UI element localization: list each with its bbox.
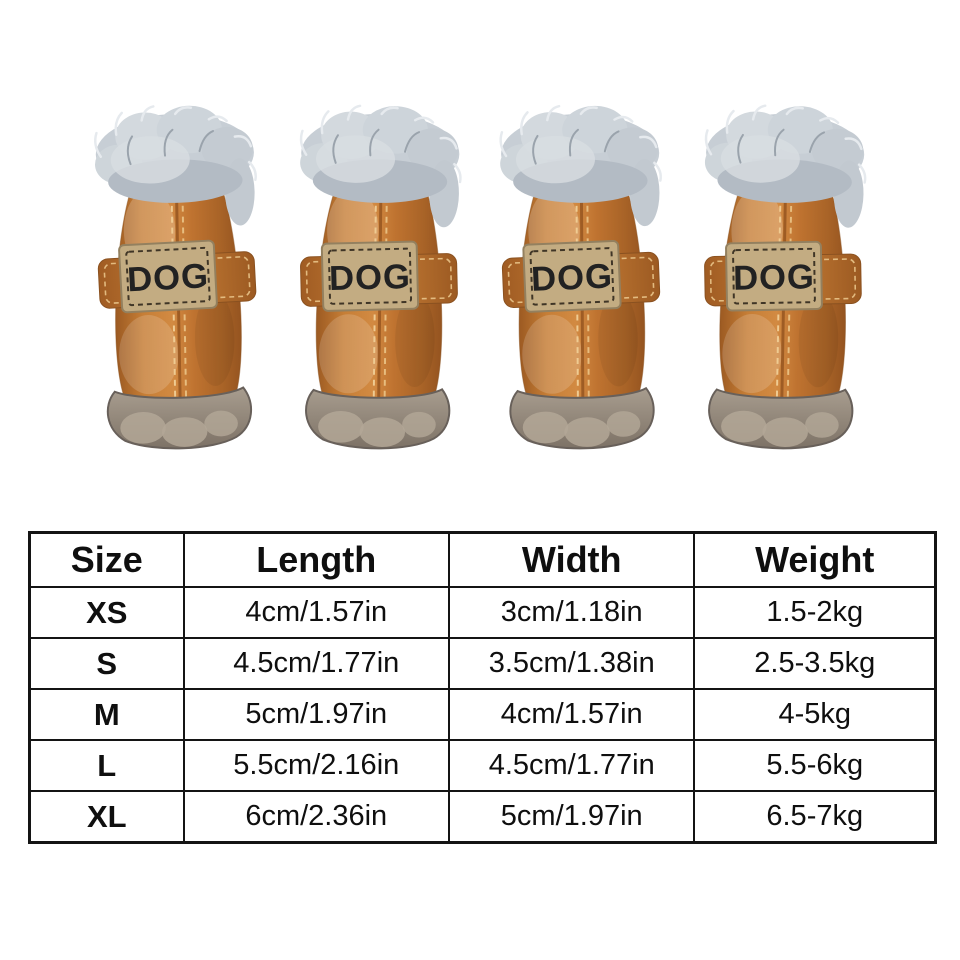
cell-m-length: 5cm/1.97in (182, 688, 450, 741)
cell-xs-size: XS (28, 586, 185, 639)
cell-xl-length: 6cm/2.36in (182, 790, 450, 844)
cell-l-weight: 5.5-6kg (693, 739, 937, 792)
fur-tufts (299, 104, 462, 184)
cell-xs-length: 4cm/1.57in (182, 586, 450, 639)
fur-shadow-tufts (737, 128, 826, 164)
cell-s-length: 4.5cm/1.77in (182, 637, 450, 690)
boot-sole (106, 386, 252, 450)
cell-s-width: 3.5cm/1.38in (447, 637, 696, 690)
cell-m-weight: 4-5kg (693, 688, 937, 741)
boot-strap: DOG (501, 240, 661, 313)
cell-s-weight: 2.5-3.5kg (693, 637, 937, 690)
table-row-m: M 5cm/1.97in 4cm/1.57in 4-5kg (28, 688, 937, 741)
fur-shadow-tufts (532, 128, 620, 165)
dog-patch: DOG (118, 239, 218, 314)
cell-l-size: L (28, 739, 185, 792)
cell-l-width: 4.5cm/1.77in (447, 739, 696, 792)
fur-tufts (704, 104, 867, 184)
cell-m-size: M (28, 688, 185, 741)
boot-fur (499, 104, 662, 227)
boot-fur (704, 104, 867, 228)
cell-m-width: 4cm/1.57in (447, 688, 696, 741)
dog-boot-1: DOG (94, 105, 257, 450)
fur-tufts (499, 104, 662, 182)
dog-label: DOG (329, 258, 412, 298)
cell-l-length: 5.5cm/2.16in (182, 739, 450, 792)
fur-shadow-tufts (332, 128, 421, 164)
table-row-xl: XL 6cm/2.36in 5cm/1.97in 6.5-7kg (28, 790, 937, 844)
dog-boot-2: DOG (299, 104, 462, 450)
cell-xl-size: XL (28, 790, 185, 844)
boot-strap: DOG (300, 240, 458, 312)
dog-patch: DOG (320, 240, 420, 312)
size-chart-table: Size Length Width Weight XS 4cm/1.57in 3… (28, 531, 937, 844)
cell-xs-width: 3cm/1.18in (447, 586, 696, 639)
table-row-s: S 4.5cm/1.77in 3.5cm/1.38in 2.5-3.5kg (28, 637, 937, 690)
cell-xl-weight: 6.5-7kg (693, 790, 937, 844)
dog-label: DOG (733, 258, 815, 297)
dog-patch: DOG (725, 240, 823, 312)
boot-strap: DOG (704, 240, 862, 312)
fur-tufts (94, 105, 257, 181)
column-header-width: Width (447, 531, 696, 588)
dog-label: DOG (126, 257, 210, 299)
boot-sole (708, 388, 854, 450)
dog-patch: DOG (522, 240, 622, 313)
dog-label: DOG (530, 258, 613, 299)
column-header-length: Length (182, 531, 450, 588)
header-row: Size Length Width Weight (28, 531, 937, 588)
column-header-size: Size (28, 531, 185, 588)
boot-sole (509, 386, 655, 450)
cell-s-size: S (28, 637, 185, 690)
boots-row: DOG (0, 102, 960, 450)
dog-boot-4: DOG (704, 104, 867, 450)
cell-xs-weight: 1.5-2kg (693, 586, 937, 639)
table-row-l: L 5.5cm/2.16in 4.5cm/1.77in 5.5-6kg (28, 739, 937, 792)
fur-shadow-tufts (126, 128, 215, 166)
table-row-xs: XS 4cm/1.57in 3cm/1.18in 1.5-2kg (28, 586, 937, 639)
boot-fur (299, 104, 462, 228)
column-header-weight: Weight (693, 531, 937, 588)
cell-xl-width: 5cm/1.97in (447, 790, 696, 844)
boot-sole (305, 388, 451, 450)
boot-strap: DOG (97, 239, 257, 314)
dog-boot-3: DOG (499, 104, 662, 450)
boot-fur (94, 105, 257, 226)
